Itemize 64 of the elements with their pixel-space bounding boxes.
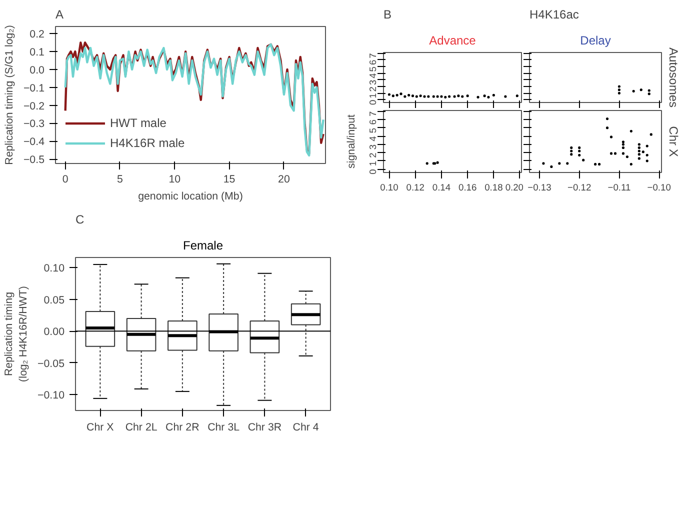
y-tick-label: 7 — [368, 53, 378, 58]
x-tick-label: −0.13 — [528, 182, 552, 192]
y-tick-label: 0 — [368, 100, 378, 106]
text: H4K16ac — [530, 8, 579, 22]
x-tick-label: Chr 3L — [208, 422, 240, 434]
y-axis-title: Replication timing (S/G1 log₂) — [3, 25, 16, 165]
y-tick-label: −0.3 — [23, 118, 45, 130]
text: B — [384, 8, 392, 22]
x-tick-label: 10 — [168, 174, 181, 186]
y-tick-label: 1 — [368, 160, 378, 166]
x-tick-label: 5 — [117, 174, 124, 186]
y-tick-label: 6 — [368, 120, 378, 125]
y-tick-label: 2 — [368, 86, 378, 92]
y2-axis-title: Autosomes — [666, 47, 680, 108]
x-tick-label: Chr 4 — [292, 422, 319, 434]
legend-label: H4K16R male — [110, 136, 185, 150]
y-tick-label: −0.10 — [38, 390, 65, 402]
x-tick-label: 0.10 — [380, 182, 398, 192]
x-tick-label: 0.16 — [458, 182, 477, 192]
y-tick-label: 6 — [368, 60, 378, 66]
x-tick-label: −0.12 — [568, 182, 592, 192]
legend-label: HWT male — [110, 116, 166, 130]
x-tick-label: Chr X — [86, 422, 114, 434]
y-tick-label: 1 — [368, 93, 378, 98]
y-tick-label: 5 — [368, 66, 378, 72]
y-tick-label: 0 — [368, 169, 378, 174]
y-tick-label: 0.05 — [44, 294, 65, 306]
y-tick-label: −0.2 — [23, 100, 45, 112]
x-axis-title: genomic location (Mb) — [138, 190, 243, 202]
y-tick-label: 0.00 — [44, 326, 65, 338]
x-tick-label: 0.20 — [505, 182, 524, 192]
y-axis-title: signal/input — [346, 114, 358, 168]
chart-title: Advance — [429, 34, 476, 48]
chart-title: Female — [182, 238, 224, 252]
x-tick-label: −0.11 — [608, 182, 631, 192]
y-tick-label: −0.4 — [23, 136, 45, 148]
chart-title: Delay — [580, 34, 611, 48]
y-tick-label: 2 — [368, 152, 378, 158]
x-tick-label: 0.18 — [484, 182, 503, 192]
y-tick-label: 7 — [368, 111, 378, 117]
x-tick-label: 0.12 — [406, 182, 424, 192]
y-tick-label: −0.1 — [23, 82, 45, 94]
y-axis-title: Replication timing (log₂ H4K16R/HWT) — [3, 286, 30, 382]
y-tick-label: 3 — [368, 144, 378, 150]
y-tick-label: 0.0 — [30, 64, 45, 76]
y-tick-label: −0.05 — [38, 358, 65, 370]
x-tick-label: Chr 2R — [166, 422, 200, 434]
y-tick-label: 4 — [368, 73, 378, 78]
x-tick-label: −0.10 — [647, 182, 671, 192]
x-tick-label: 0.14 — [432, 182, 451, 192]
y-tick-label: 5 — [368, 128, 378, 134]
x-tick-label: 20 — [278, 174, 290, 186]
y-tick-label: 0.1 — [30, 46, 45, 59]
y2-axis-title: Chr X — [666, 126, 680, 157]
text: A — [56, 8, 64, 22]
x-tick-label: Chr 3R — [248, 422, 282, 434]
y-tick-label: 3 — [368, 80, 378, 86]
y-tick-label: 0.2 — [30, 28, 45, 41]
y-tick-label: 0.10 — [44, 262, 65, 275]
text: C — [76, 212, 84, 226]
x-tick-label: Chr 2L — [125, 422, 158, 434]
x-tick-label: 15 — [223, 174, 236, 186]
y-tick-label: −0.5 — [23, 154, 45, 166]
y-tick-label: 4 — [368, 136, 378, 142]
